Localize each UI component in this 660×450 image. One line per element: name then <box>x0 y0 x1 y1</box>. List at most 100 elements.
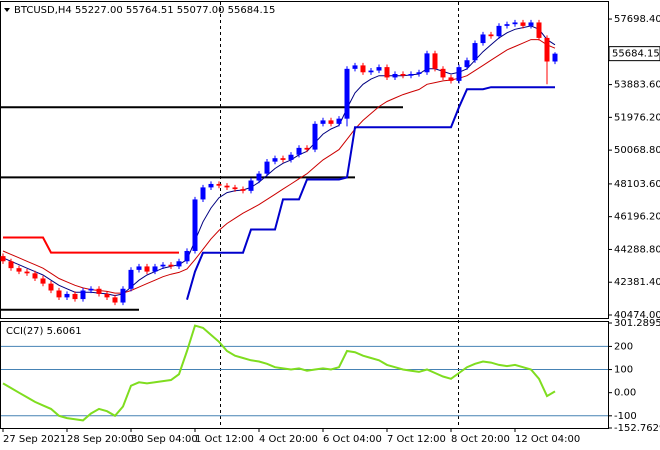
y-tick-label: 57698.40 <box>614 14 660 25</box>
candle-body <box>328 120 334 124</box>
overlay-line <box>186 86 555 300</box>
y-tick-label: 50068.80 <box>614 145 660 156</box>
candle-body <box>536 22 542 38</box>
candle-body <box>408 73 414 76</box>
candle-body <box>504 24 510 26</box>
candle-body <box>384 67 390 78</box>
x-tick-label: 12 Oct 04:00 <box>515 434 580 445</box>
candle-body <box>120 288 126 303</box>
candle-body <box>448 77 454 81</box>
y-tick-label: 200 <box>614 341 633 352</box>
candle-body <box>152 266 158 272</box>
candle-body <box>192 199 198 251</box>
candle-body <box>368 70 374 73</box>
candle-body <box>416 72 422 74</box>
candle-body <box>144 266 150 272</box>
candle-body <box>496 25 502 37</box>
last-price-label: 55684.15 <box>612 49 660 60</box>
x-tick-label: 30 Sep 04:00 <box>131 434 198 445</box>
y-tick-label: 48103.60 <box>614 179 660 190</box>
x-tick-label: 1 Oct 12:00 <box>195 434 254 445</box>
candle-body <box>400 73 406 76</box>
candle-body <box>360 65 366 73</box>
candle-body <box>16 268 22 272</box>
overlay-line <box>3 236 179 254</box>
candle-body <box>8 261 14 269</box>
chart-title: BTCUSD,H4 55227.00 55764.51 55077.00 556… <box>14 5 275 16</box>
last-price-box <box>608 46 660 62</box>
indicator-line <box>2 324 556 422</box>
candle-body <box>0 256 6 262</box>
candle-body <box>48 283 54 291</box>
x-tick-label: 7 Oct 12:00 <box>387 434 446 445</box>
candle-body <box>288 154 294 160</box>
candle-body <box>424 53 430 73</box>
candle-body <box>320 120 326 124</box>
candle-body <box>64 293 70 298</box>
x-tick-label: 8 Oct 20:00 <box>451 434 510 445</box>
candle-body <box>336 118 342 124</box>
candle-body <box>480 34 486 44</box>
candle-body <box>24 271 30 274</box>
candle-body <box>520 22 526 26</box>
candle-body <box>136 266 142 270</box>
x-tick-label: 28 Sep 20:00 <box>67 434 134 445</box>
candle-body <box>248 180 254 191</box>
candle-body <box>88 288 94 291</box>
candle-body <box>224 185 230 188</box>
candle-body <box>552 53 558 62</box>
candle-body <box>184 250 190 262</box>
candle-body <box>112 297 118 303</box>
candle-body <box>344 68 350 119</box>
candle-body <box>264 161 270 174</box>
candle-body <box>280 158 286 160</box>
candle-body <box>128 269 134 289</box>
candle-body <box>456 67 462 81</box>
candle-body <box>376 67 382 71</box>
candle-body <box>216 183 222 186</box>
y-tick-label: 53883.60 <box>614 80 660 91</box>
candle-body <box>464 60 470 68</box>
candle-body <box>176 261 182 267</box>
y-tick-label: 44288.80 <box>614 244 660 255</box>
candle-body <box>200 187 206 200</box>
indicator-title: CCI(27) 5.6061 <box>6 326 82 337</box>
y-tick-label: 301.2895 <box>614 318 660 329</box>
overlay-line <box>2 39 556 294</box>
price-panel <box>0 1 609 319</box>
symbol-menu-arrow[interactable] <box>4 8 10 12</box>
candle-body <box>232 187 238 190</box>
cci-panel <box>0 321 609 429</box>
candle-body <box>72 293 78 300</box>
y-tick-label: 40474.00 <box>614 310 660 321</box>
candle-body <box>32 273 38 279</box>
x-tick-label: 27 Sep 2021 <box>3 434 66 445</box>
candle-body <box>256 173 262 181</box>
candle-body <box>272 158 278 162</box>
y-tick-label: -100 <box>614 411 637 422</box>
candle-body <box>392 73 398 78</box>
candle-body <box>304 147 310 150</box>
x-tick-label: 6 Oct 04:00 <box>323 434 382 445</box>
y-tick-label: 46196.20 <box>614 212 660 223</box>
candle-body <box>312 123 318 150</box>
candle-body <box>472 43 478 61</box>
y-tick-label: 42381.40 <box>614 277 660 288</box>
y-tick-label: 51976.20 <box>614 112 660 123</box>
candle-body <box>80 290 86 300</box>
candle-body <box>208 183 214 188</box>
x-tick-label: 4 Oct 20:00 <box>259 434 318 445</box>
candle-body <box>512 22 518 25</box>
candle-body <box>440 68 446 78</box>
candle-body <box>160 264 166 267</box>
candle-body <box>352 65 358 69</box>
candle-body <box>544 37 550 62</box>
candle-body <box>40 278 46 284</box>
candle-body <box>96 288 102 294</box>
candle-body <box>488 34 494 37</box>
candle-body <box>296 147 302 155</box>
y-tick-label: -152.7629 <box>614 423 660 434</box>
candle-body <box>168 264 174 267</box>
candle-body <box>432 53 438 69</box>
